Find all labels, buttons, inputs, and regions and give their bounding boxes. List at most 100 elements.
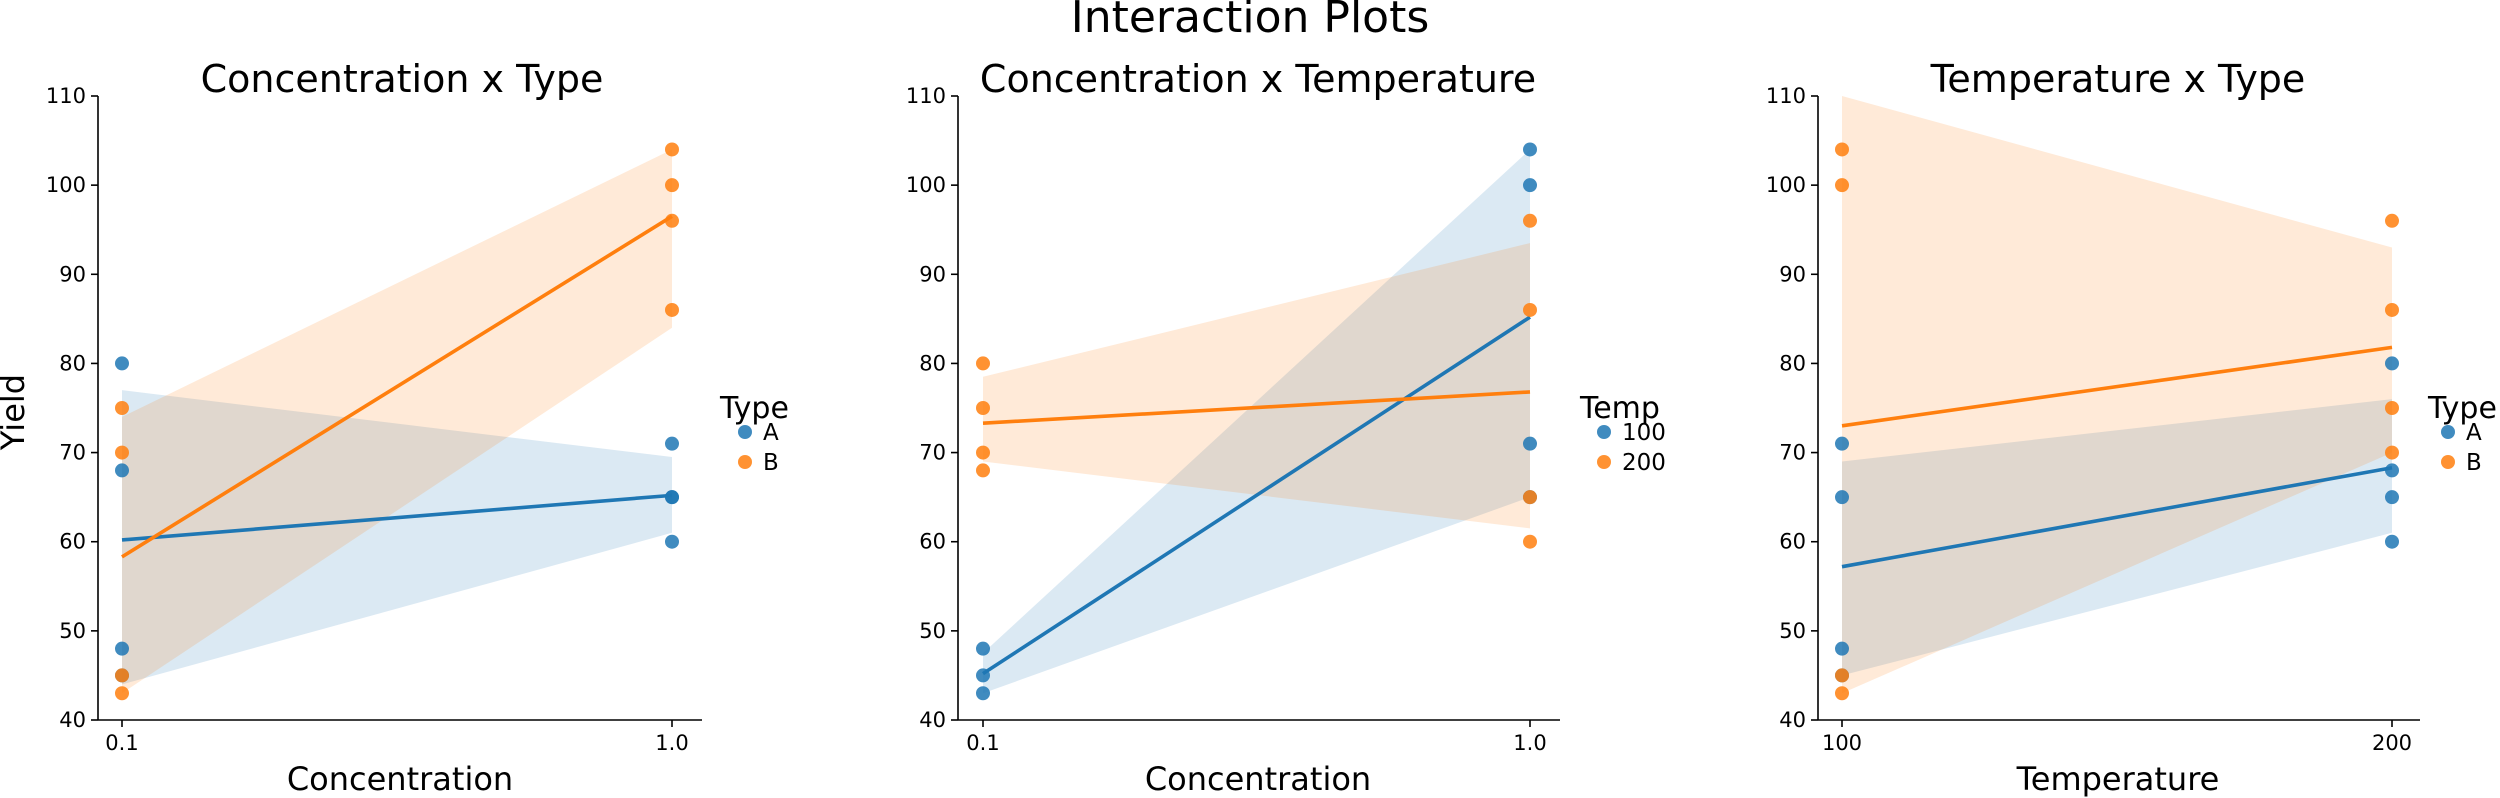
- figure-title: Interaction Plots: [1071, 0, 1430, 43]
- y-tick-label: 90: [59, 262, 86, 286]
- data-point-200: [1523, 302, 1537, 317]
- panel-title: Concentration x Temperature: [980, 57, 1536, 101]
- data-point-100: [1523, 142, 1537, 157]
- y-tick-label: 90: [919, 262, 946, 286]
- x-axis-label: Concentration: [287, 760, 513, 798]
- regression-line-100: [982, 315, 1531, 676]
- y-tick-label: 50: [59, 619, 86, 643]
- y-tick-label: 60: [919, 530, 946, 554]
- legend-marker-100: [1597, 425, 1611, 439]
- data-point-200: [976, 445, 990, 460]
- data-point-A: [2385, 356, 2399, 371]
- data-point-B: [115, 686, 129, 701]
- data-point-B: [115, 401, 129, 415]
- confidence-band-B: [122, 149, 672, 694]
- data-point-B: [1835, 686, 1849, 701]
- panel-concentration-x-type: Concentration x Type Yield Concentration…: [0, 57, 789, 798]
- data-point-200: [976, 401, 990, 415]
- data-point-B: [2385, 213, 2399, 228]
- data-point-100: [1523, 436, 1537, 451]
- data-point-A: [2385, 463, 2399, 478]
- y-tick-label: 100: [1766, 173, 1806, 197]
- data-point-B: [665, 302, 679, 317]
- data-point-200: [976, 463, 990, 478]
- x-tick-label: 1.0: [1513, 731, 1546, 755]
- legend-marker-A: [2441, 425, 2455, 439]
- y-axis-label: Yield: [0, 374, 32, 451]
- data-point-A: [665, 534, 679, 549]
- data-point-100: [976, 686, 990, 701]
- legend-label: B: [763, 450, 779, 476]
- legend-label: A: [2466, 420, 2482, 446]
- data-point-A: [1835, 641, 1849, 656]
- x-tick-label: 0.1: [966, 731, 999, 755]
- legend-label: A: [763, 420, 779, 446]
- data-point-B: [665, 142, 679, 157]
- regression-line-B: [121, 214, 673, 559]
- data-point-200: [1523, 534, 1537, 549]
- data-point-A: [115, 463, 129, 478]
- y-tick-label: 60: [59, 530, 86, 554]
- panel-title: Temperature x Type: [1930, 57, 2306, 101]
- y-tick-label: 70: [59, 441, 86, 465]
- y-tick-label: 40: [59, 708, 86, 732]
- data-point-B: [1835, 178, 1849, 193]
- confidence-band-B: [1842, 96, 2392, 694]
- confidence-band-200: [983, 243, 1530, 529]
- confidence-band-A: [122, 390, 672, 685]
- data-point-A: [2385, 534, 2399, 549]
- regression-line-B: [1841, 345, 2393, 428]
- legend-label: 200: [1622, 450, 1666, 476]
- y-tick-label: 80: [1779, 351, 1806, 375]
- confidence-band-A: [1842, 399, 2392, 676]
- y-tick-label: 70: [1779, 441, 1806, 465]
- y-tick-label: 40: [1779, 708, 1806, 732]
- y-tick-label: 60: [1779, 530, 1806, 554]
- x-axis-label: Concentration: [1145, 760, 1371, 798]
- y-tick-label: 70: [919, 441, 946, 465]
- data-point-A: [115, 641, 129, 656]
- data-point-A: [1835, 490, 1849, 505]
- data-point-B: [665, 213, 679, 228]
- data-point-A: [665, 490, 679, 505]
- data-point-B: [115, 668, 129, 683]
- legend-marker-B: [2441, 455, 2455, 469]
- confidence-band-100: [983, 149, 1530, 694]
- legend-marker-B: [738, 455, 752, 469]
- legend-marker-A: [738, 425, 752, 439]
- data-point-B: [1835, 668, 1849, 683]
- legend-title: Type: [719, 391, 789, 426]
- x-tick-label: 0.1: [105, 731, 138, 755]
- regression-line-A: [121, 493, 673, 542]
- y-tick-label: 110: [906, 84, 946, 108]
- regression-line-A: [1841, 465, 2393, 569]
- data-point-B: [665, 178, 679, 193]
- y-tick-label: 50: [919, 619, 946, 643]
- y-tick-label: 50: [1779, 619, 1806, 643]
- data-point-B: [115, 445, 129, 460]
- regression-line-200: [982, 390, 1531, 425]
- x-axis-label: Temperature: [2016, 760, 2220, 798]
- legend-label: 100: [1622, 420, 1666, 446]
- data-point-B: [1835, 142, 1849, 157]
- panel-title: Concentration x Type: [201, 57, 604, 101]
- y-tick-label: 80: [919, 351, 946, 375]
- data-point-A: [1835, 436, 1849, 451]
- data-point-A: [115, 356, 129, 371]
- data-point-100: [1523, 178, 1537, 193]
- legend-title: Type: [2427, 391, 2497, 426]
- data-point-A: [665, 436, 679, 451]
- legend-marker-200: [1597, 455, 1611, 469]
- data-point-A: [2385, 490, 2399, 505]
- y-tick-label: 110: [46, 84, 86, 108]
- x-tick-label: 100: [1822, 731, 1862, 755]
- x-tick-label: 1.0: [655, 731, 688, 755]
- data-point-B: [2385, 302, 2399, 317]
- x-tick-label: 200: [2372, 731, 2412, 755]
- data-point-200: [976, 356, 990, 371]
- y-tick-label: 100: [906, 173, 946, 197]
- y-tick-label: 90: [1779, 262, 1806, 286]
- data-point-200: [1523, 490, 1537, 505]
- y-tick-label: 40: [919, 708, 946, 732]
- panel-concentration-x-temperature: Concentration x Temperature Concentratio…: [906, 57, 1666, 798]
